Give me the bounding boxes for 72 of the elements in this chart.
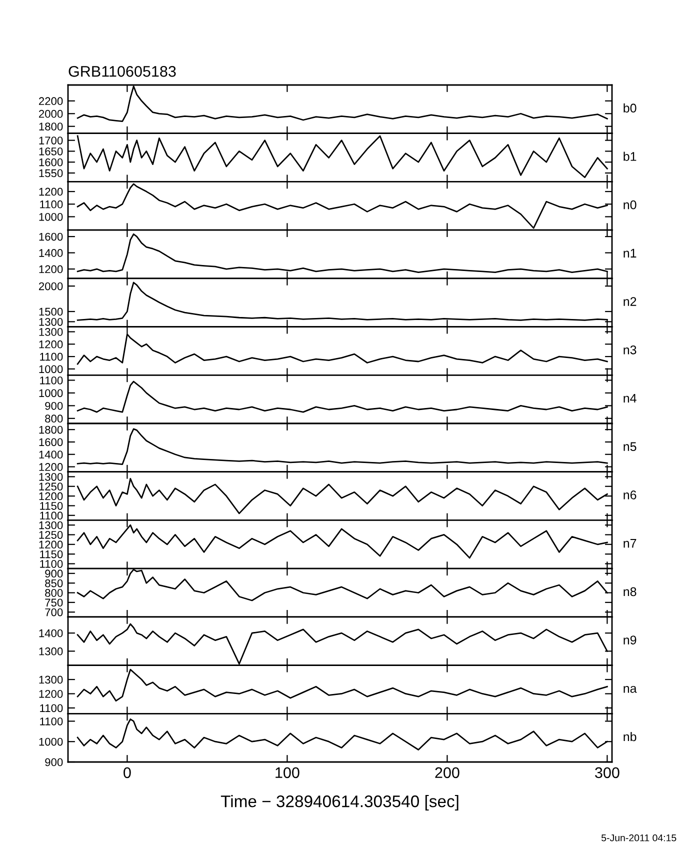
legend-label: b0 xyxy=(624,103,636,113)
y-tick-label: 1200 xyxy=(39,540,63,549)
y-tick-label: 1200 xyxy=(39,188,63,196)
y-tick-label: 1650 xyxy=(39,147,63,156)
y-tick-label: 1200 xyxy=(39,492,63,500)
y-tick-label: 1600 xyxy=(39,232,63,241)
series-label: n5 xyxy=(624,442,636,452)
y-tick-label: 1150 xyxy=(40,550,63,558)
y-tick-label: 1200 xyxy=(39,690,63,698)
x-tick-label: 100 xyxy=(276,767,300,778)
y-tick-label: 1100 xyxy=(40,560,63,568)
series-label: n6 xyxy=(624,490,636,500)
y-tick-label: 900 xyxy=(45,402,63,410)
y-tick-label: 1100 xyxy=(40,717,63,726)
y-tick-label: 1200 xyxy=(39,265,63,274)
y-tick-label: 1000 xyxy=(39,738,63,746)
y-tick-label: 1100 xyxy=(40,704,63,712)
y-tick-label: 800 xyxy=(45,589,63,597)
y-tick-label: 2200 xyxy=(38,97,63,106)
legend-label: n4 xyxy=(624,394,636,403)
x-tick-label: 0 xyxy=(124,767,131,778)
y-tick-label: 850 xyxy=(45,579,63,588)
y-tick-label: 1250 xyxy=(39,530,63,539)
y-tick-label: 1100 xyxy=(40,376,63,384)
y-tick-label: 2000 xyxy=(38,110,63,118)
y-tick-label: 1800 xyxy=(39,122,63,130)
y-tick-label: 1800 xyxy=(39,426,63,434)
x-tick-label: 300 xyxy=(595,767,620,778)
series-label: n0 xyxy=(624,200,636,210)
y-tick-label: 1300 xyxy=(39,521,63,530)
y-tick-label: 900 xyxy=(45,758,63,766)
y-tick-label: 1100 xyxy=(40,352,63,361)
y-tick-label: 1100 xyxy=(40,200,63,208)
y-tick-label: 750 xyxy=(45,598,63,607)
y-tick-label: 1150 xyxy=(40,502,63,510)
y-tick-label: 1500 xyxy=(39,308,63,316)
y-tick-label: 1300 xyxy=(39,676,63,684)
text: 5-Jun-2011 04:15 xyxy=(601,834,676,842)
series-label: nb xyxy=(624,732,636,742)
legend-label: n1 xyxy=(624,248,636,258)
y-tick-label: 1300 xyxy=(39,328,63,336)
y-tick-label: 1600 xyxy=(39,438,63,446)
y-tick-label: 1600 xyxy=(39,158,63,166)
y-tick-label: 1000 xyxy=(39,389,63,398)
y-tick-label: 800 xyxy=(45,414,63,423)
y-tick-label: 1400 xyxy=(39,629,63,638)
legend-label: na xyxy=(624,686,637,693)
y-tick-label: 1700 xyxy=(39,136,63,144)
y-tick-label: 900 xyxy=(45,570,63,578)
chart-title: GRB110605183 xyxy=(68,66,176,77)
y-tick-label: 1300 xyxy=(39,472,63,481)
x-axis-title: Time − 328940614.303540 [sec] xyxy=(220,794,458,811)
y-tick-label: 1100 xyxy=(40,512,63,520)
x-tick-label: 200 xyxy=(435,767,460,778)
y-tick-label: 1400 xyxy=(39,249,63,257)
y-tick-label: 1200 xyxy=(39,463,63,471)
y-tick-label: 1400 xyxy=(39,450,63,459)
y-tick-label: 1300 xyxy=(39,318,63,326)
y-tick-label: 1550 xyxy=(39,169,63,178)
series-label: n2 xyxy=(624,297,636,306)
series-label: n9 xyxy=(624,636,636,644)
y-tick-label: 2000 xyxy=(38,282,63,290)
series-label: b1 xyxy=(624,152,636,161)
y-tick-label: 1000 xyxy=(39,212,63,221)
y-tick-label: 1300 xyxy=(39,647,63,656)
y-tick-label: 1250 xyxy=(39,482,63,490)
legend-label: n7 xyxy=(624,539,636,548)
series-label: n3 xyxy=(624,345,636,354)
series-label: n8 xyxy=(624,587,636,596)
y-tick-label: 1000 xyxy=(39,365,63,374)
y-tick-label: 1200 xyxy=(39,340,63,348)
y-tick-label: 700 xyxy=(45,608,63,616)
